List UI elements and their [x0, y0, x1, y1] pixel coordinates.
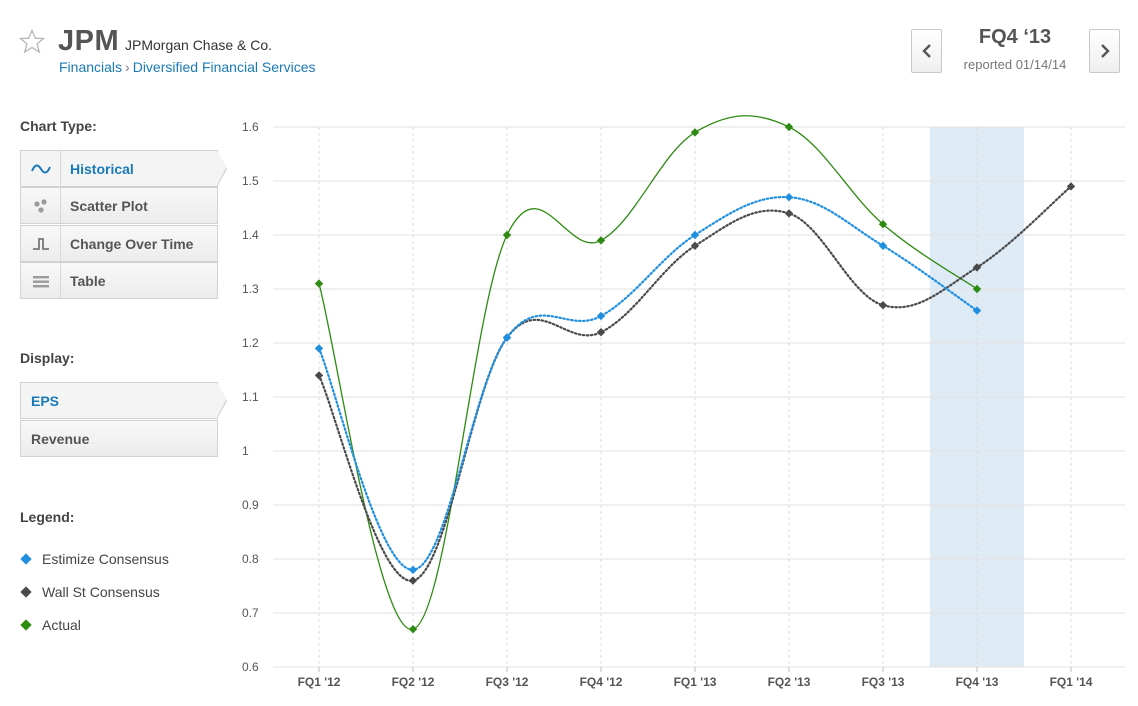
actual-point [408, 625, 418, 634]
diamond-icon [20, 619, 32, 631]
estimize-consensus-line [317, 196, 979, 571]
legend-label: Actual [42, 617, 81, 633]
segment-divider [60, 226, 61, 261]
actual-point [878, 220, 888, 229]
chart-type-change-over-time[interactable]: Change Over Time [20, 225, 218, 262]
actual-point [784, 122, 794, 132]
actual-line [318, 115, 978, 630]
y-tick-label: 1.2 [242, 336, 259, 350]
display-option-label: Revenue [31, 431, 90, 447]
wall-st-consensus-point [690, 241, 700, 250]
breadcrumb-industry[interactable]: Diversified Financial Services [132, 59, 316, 75]
y-tick-label: 1.1 [242, 390, 259, 404]
chart-type-title: Chart Type: [20, 118, 97, 134]
active-pointer [217, 383, 226, 417]
segment-divider [60, 263, 61, 298]
y-tick-label: 0.9 [242, 498, 259, 512]
breadcrumb-sector[interactable]: Financials [59, 59, 123, 75]
actual-point [972, 284, 982, 294]
eps-history-chart: 1.6 1.5 1.4 1.3 1.2 1.1 1 0.9 0.8 0.7 0.6 FQ1 '12 FQ… [242, 115, 1125, 689]
actual-point [314, 279, 324, 288]
y-tick-label: 0.6 [242, 660, 259, 674]
chevron-right-icon [1100, 44, 1110, 58]
legend-label: Wall St Consensus [42, 584, 160, 600]
estimize-consensus-point [972, 306, 982, 315]
x-tick-label: FQ1 '13 [674, 675, 717, 689]
scatter-icon [34, 199, 47, 213]
x-tick-label: FQ4 '12 [580, 675, 623, 689]
chevron-left-icon [921, 44, 931, 58]
estimize-consensus-point [408, 565, 418, 574]
legend-actual: Actual [20, 617, 81, 633]
estimize-consensus-point [314, 344, 324, 353]
chart-type-scatter-plot[interactable]: Scatter Plot [20, 187, 218, 224]
legend-label: Estimize Consensus [42, 551, 169, 567]
x-tick-label: FQ2 '12 [392, 675, 435, 689]
diamond-icon [20, 586, 32, 598]
wall-st-consensus-point [1066, 182, 1076, 191]
chart-type-table[interactable]: Table [20, 262, 218, 299]
x-tick-label: FQ4 '13 [956, 675, 999, 689]
breadcrumb-separator: › [125, 59, 130, 75]
estimize-consensus-point [502, 333, 512, 342]
estimize-consensus-point [690, 230, 700, 240]
chart-type-label: Change Over Time [70, 236, 194, 252]
chart-type-historical[interactable]: Historical [20, 150, 227, 187]
x-tick-label: FQ3 '13 [862, 675, 905, 689]
estimize-consensus-point [784, 193, 794, 202]
wall-st-consensus-point [878, 301, 888, 310]
wall-st-consensus-point [596, 328, 606, 337]
table-icon [33, 276, 49, 288]
wall-st-consensus-line [317, 185, 1073, 582]
breadcrumb: Financials › Diversified Financial Service… [59, 59, 316, 75]
chart-type-label: Scatter Plot [70, 198, 148, 214]
wall-st-consensus-point [784, 209, 794, 218]
chart-type-label: Table [70, 273, 106, 289]
wall-st-consensus-point [972, 263, 982, 272]
period-label: FQ4 ‘13 [978, 26, 1052, 48]
display-revenue[interactable]: Revenue [20, 420, 218, 457]
wall-st-consensus-point [408, 576, 418, 585]
actual-point [690, 128, 700, 137]
chart-type-label: Historical [70, 161, 134, 177]
star-icon[interactable] [19, 29, 45, 55]
wave-icon [31, 164, 51, 174]
y-tick-label: 1.5 [242, 174, 259, 188]
y-tick-label: 0.7 [242, 606, 259, 620]
actual-point [502, 230, 512, 240]
diamond-icon [20, 553, 32, 565]
y-tick-label: 1.4 [242, 228, 259, 242]
segment-divider [60, 188, 61, 223]
legend-wall-st-consensus: Wall St Consensus [20, 584, 160, 600]
x-tick-label: FQ1 '14 [1050, 675, 1093, 689]
company-name: JPMorgan Chase & Co. [125, 37, 273, 53]
previous-period-button[interactable] [911, 29, 942, 73]
report-date: reported 01/14/14 [963, 57, 1067, 72]
display-option-label: EPS [31, 393, 60, 409]
ticker-symbol: JPM [58, 25, 120, 57]
estimize-consensus-point [878, 241, 888, 250]
estimize-consensus-point [596, 311, 606, 321]
y-tick-label: 0.8 [242, 552, 259, 566]
display-title: Display: [20, 350, 75, 366]
active-pointer [217, 151, 226, 185]
segment-divider [60, 151, 61, 186]
x-tick-label: FQ2 '13 [768, 675, 811, 689]
y-tick-label: 1.6 [242, 120, 259, 134]
y-tick-label: 1 [242, 444, 249, 458]
next-period-button[interactable] [1089, 29, 1120, 73]
actual-point [596, 236, 606, 245]
legend-estimize-consensus: Estimize Consensus [20, 551, 169, 567]
display-eps[interactable]: EPS [20, 382, 227, 419]
y-tick-label: 1.3 [242, 282, 259, 296]
x-tick-label: FQ1 '12 [298, 675, 341, 689]
wall-st-consensus-point [314, 371, 324, 380]
legend-title: Legend: [20, 509, 75, 525]
x-tick-label: FQ3 '12 [486, 675, 529, 689]
step-icon [33, 238, 49, 250]
